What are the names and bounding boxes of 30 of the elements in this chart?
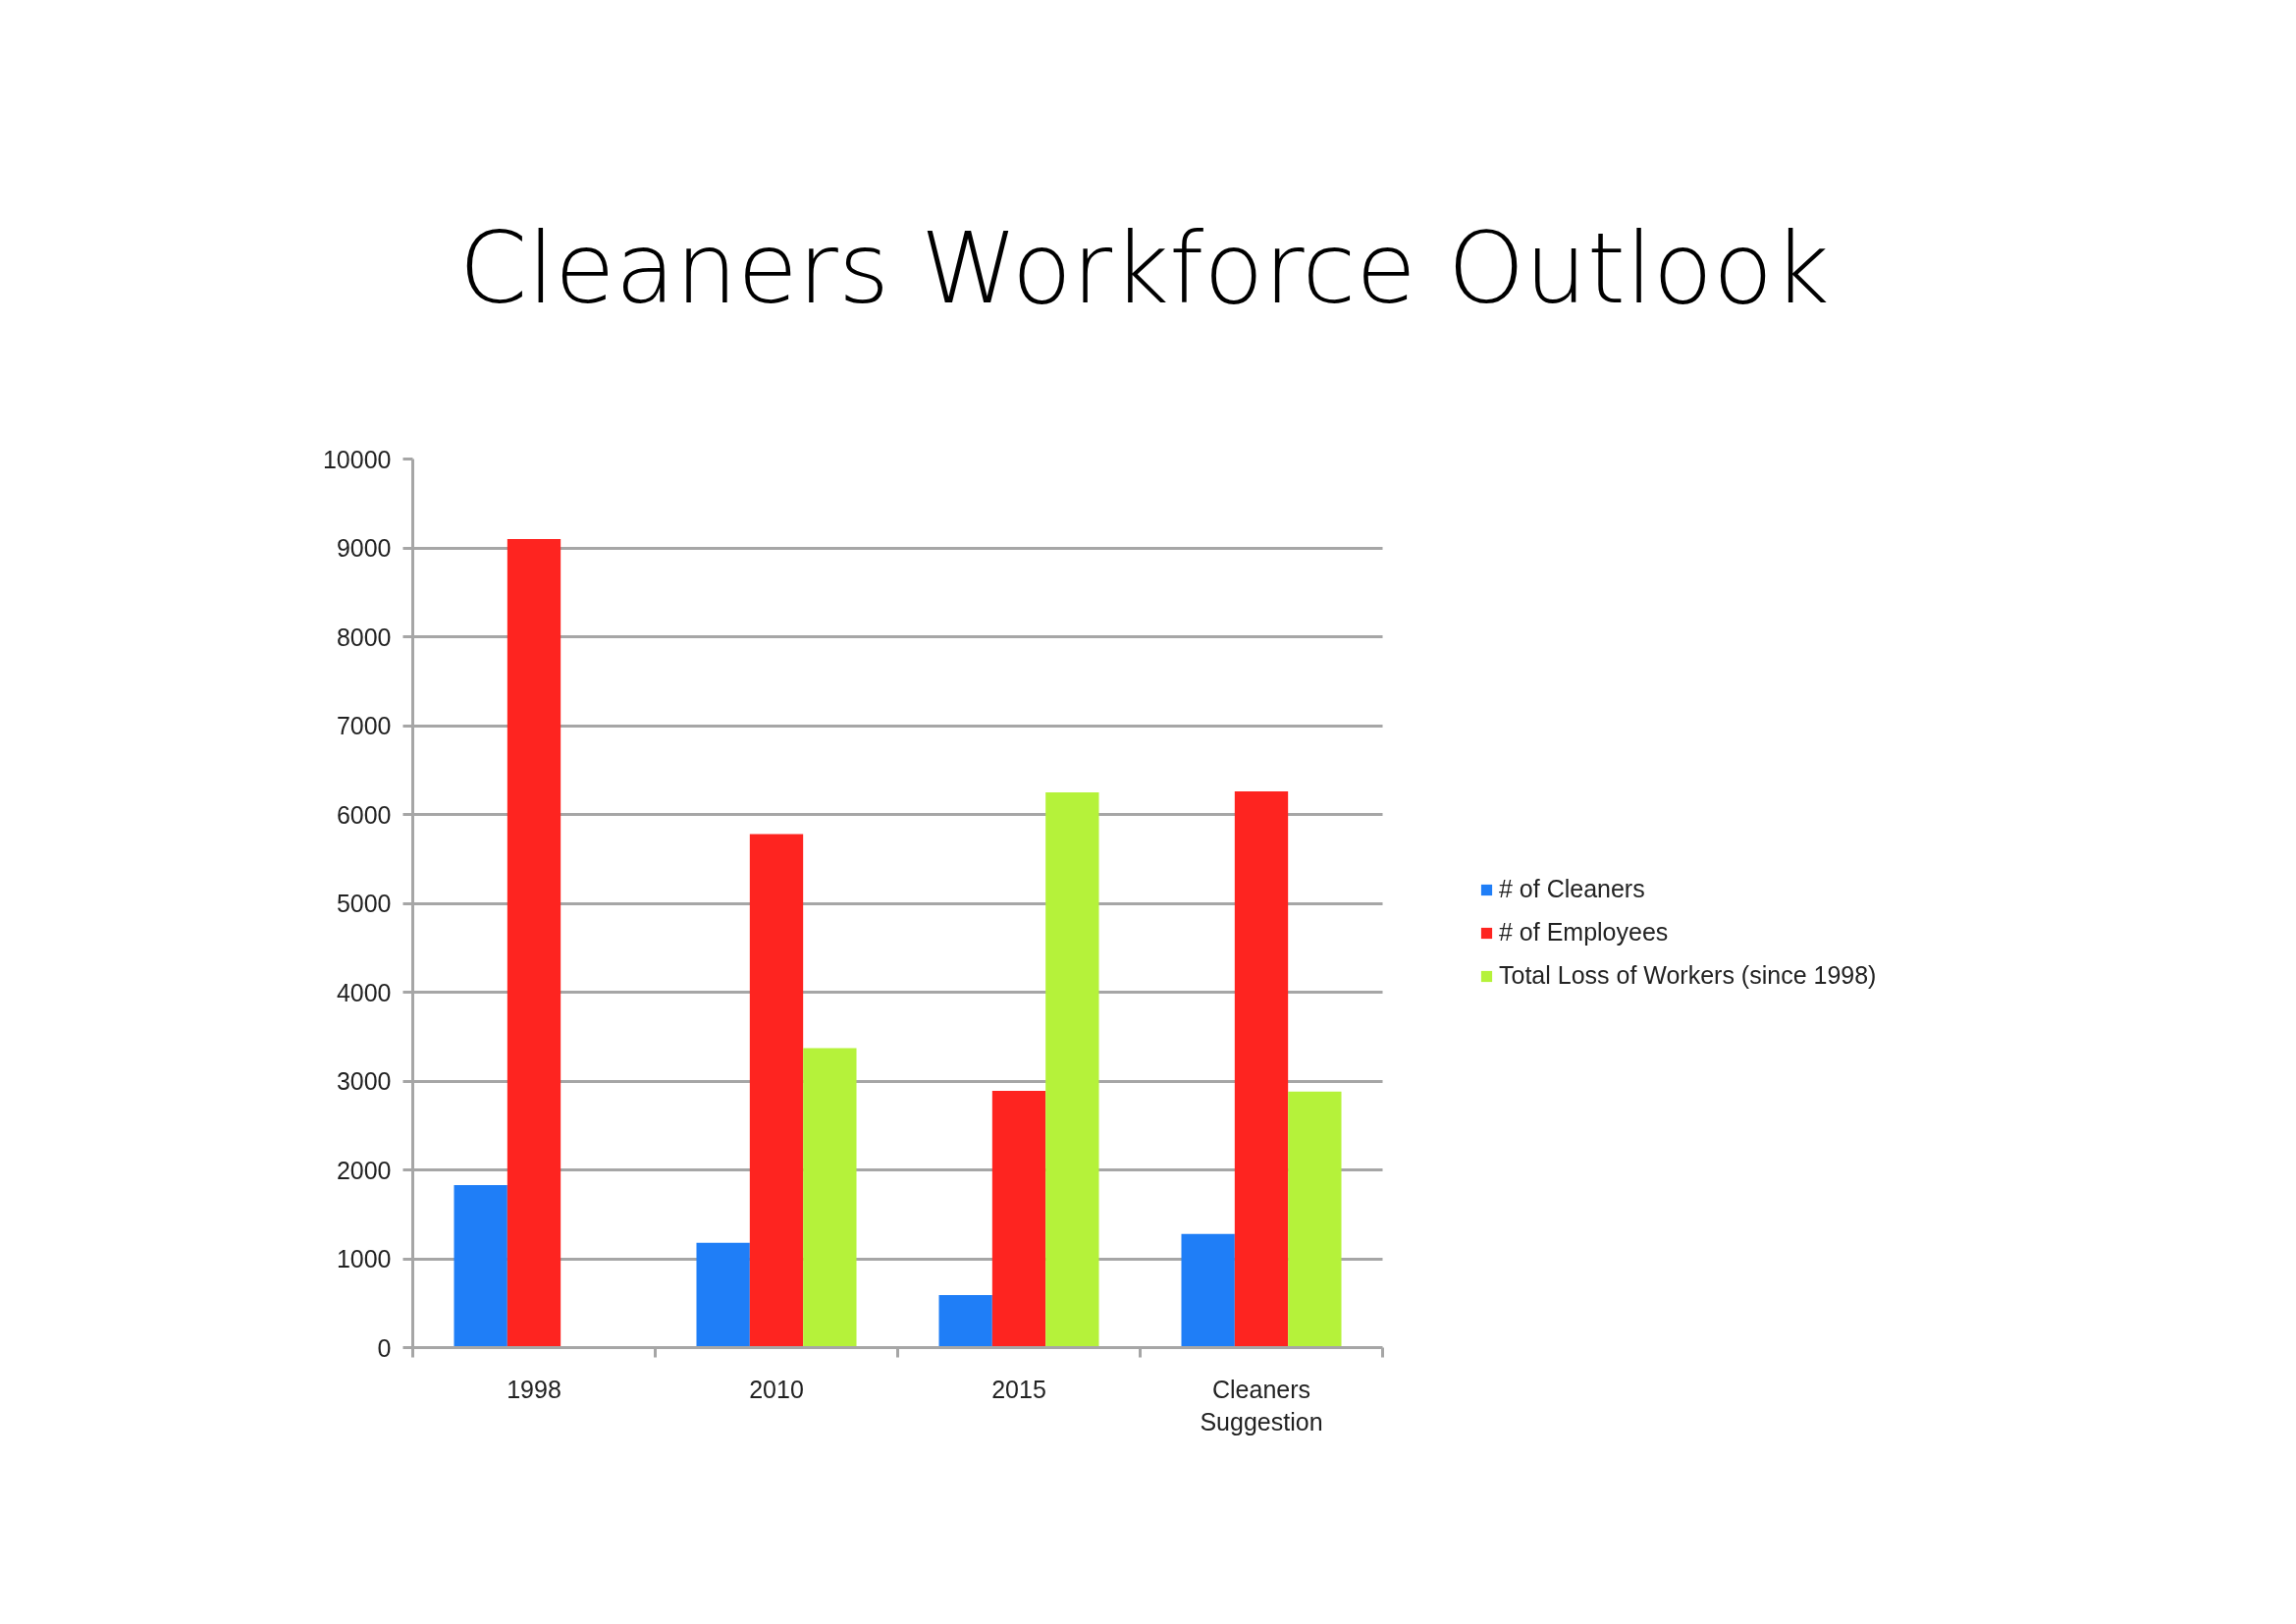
y-tick-label: 10000	[322, 445, 392, 473]
bar	[507, 538, 561, 1348]
bar	[803, 1048, 857, 1348]
bar	[1181, 1233, 1235, 1348]
y-tick-label: 3000	[336, 1067, 392, 1095]
bar	[1288, 1091, 1342, 1348]
bar	[749, 834, 804, 1348]
bar	[938, 1295, 992, 1348]
x-tick-label: 1998	[507, 1375, 561, 1403]
x-tick-label: 2010	[749, 1375, 804, 1403]
bar	[454, 1184, 507, 1348]
y-tick-label: 9000	[336, 534, 392, 562]
legend-label: Total Loss of Workers (since 1998)	[1499, 960, 1877, 991]
y-tick-label: 5000	[336, 890, 392, 917]
y-tick-label: 7000	[336, 712, 392, 739]
y-tick-label: 8000	[336, 623, 392, 651]
y-tick-label: 0	[377, 1333, 392, 1362]
x-tick-label: 2015	[991, 1375, 1046, 1403]
y-tick-label: 6000	[336, 800, 392, 829]
legend-label: # of Employees	[1499, 917, 1669, 947]
legend-label: # of Cleaners	[1499, 874, 1645, 904]
bar	[1045, 791, 1099, 1348]
bar	[696, 1242, 750, 1348]
bar	[991, 1090, 1046, 1348]
y-tick-label: 4000	[336, 978, 392, 1006]
y-tick-label: 1000	[336, 1245, 392, 1272]
y-tick-label: 2000	[336, 1156, 392, 1184]
x-tick-label: Cleaners Suggestion	[1200, 1375, 1323, 1436]
chart-title: Cleaners Workforce Outlook	[458, 210, 1830, 326]
bar	[1234, 790, 1289, 1348]
